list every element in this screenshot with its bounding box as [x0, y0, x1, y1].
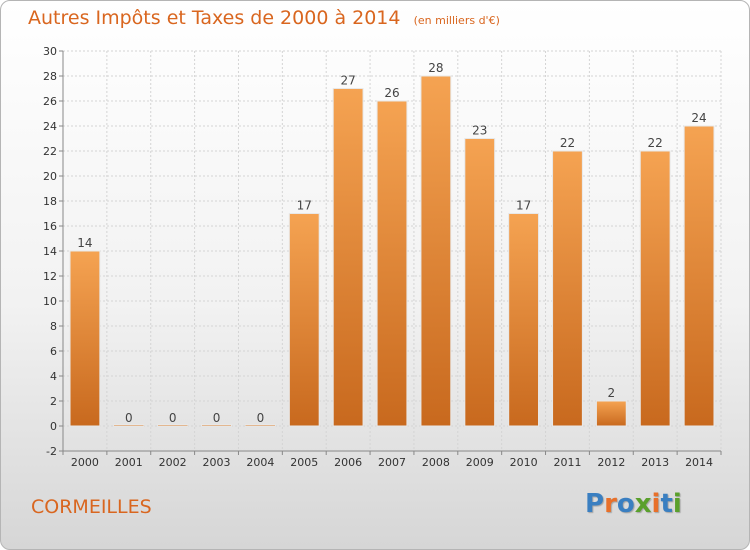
y-tick-label: 12 [43, 270, 57, 283]
x-tick-label: 2007 [378, 456, 406, 469]
bar-2004 [244, 424, 276, 427]
value-label-2001: 0 [125, 411, 133, 425]
y-tick-label: 30 [43, 45, 57, 58]
x-tick-label: 2001 [115, 456, 143, 469]
y-tick-label: 8 [50, 320, 57, 333]
y-tick-label: 0 [50, 420, 57, 433]
bar-2006 [332, 88, 364, 427]
bar-2001 [113, 424, 145, 427]
bar-2013 [639, 150, 671, 427]
x-tick-label: 2006 [334, 456, 362, 469]
y-tick-label: 20 [43, 170, 57, 183]
x-tick-label: 2013 [641, 456, 669, 469]
logo-letter: P [585, 489, 605, 519]
value-label-2006: 27 [340, 74, 355, 88]
logo-letter: i [672, 489, 682, 519]
bar-2014 [683, 125, 715, 427]
value-label-2000: 14 [77, 236, 92, 250]
x-tick-label: 2002 [159, 456, 187, 469]
proxiti-logo: Proxiti [585, 489, 682, 519]
x-tick-label: 2012 [597, 456, 625, 469]
bar-2009 [464, 138, 496, 427]
x-tick-labels: 2000 2001 2002 2003 2004 2005 2006 2007 2008 2009… [71, 456, 713, 469]
bar-2011 [552, 150, 583, 427]
bar-2005 [288, 213, 320, 427]
axes [59, 50, 722, 455]
value-label-2007: 26 [384, 86, 399, 100]
y-tick-label: 14 [43, 245, 57, 258]
bar-2002 [157, 424, 189, 427]
y-tick-label: 4 [50, 370, 57, 383]
y-tick-label: 16 [43, 220, 57, 233]
logo-letter: r [604, 489, 617, 519]
y-tick-label: 6 [50, 345, 57, 358]
x-tick-label: 2004 [246, 456, 274, 469]
bar-2000 [69, 250, 101, 427]
value-label-2003: 0 [213, 411, 221, 425]
y-tick-label: 2 [50, 395, 57, 408]
value-label-2012: 2 [608, 386, 616, 400]
x-tick-label: 2000 [71, 456, 99, 469]
bars [69, 75, 715, 427]
bar-2008 [420, 75, 452, 427]
chart-subtitle: (en milliers d'€) [413, 14, 500, 27]
x-tick-label: 2008 [422, 456, 450, 469]
title-row: Autres Impôts et Taxes de 2000 à 2014 (e… [28, 7, 500, 29]
logo-letter: i [651, 489, 661, 519]
value-label-2002: 0 [169, 411, 177, 425]
value-label-2009: 23 [472, 124, 487, 138]
value-label-2011: 22 [560, 136, 575, 150]
bar-2010 [508, 213, 540, 427]
value-label-2004: 0 [257, 411, 265, 425]
x-tick-label: 2011 [553, 456, 581, 469]
x-tick-label: 2003 [203, 456, 231, 469]
value-label-2014: 24 [691, 111, 706, 125]
value-label-2013: 22 [648, 136, 663, 150]
y-tick-label: 24 [43, 120, 57, 133]
logo-letter: t [660, 489, 673, 519]
value-label-2005: 17 [297, 199, 312, 213]
bar-2003 [201, 424, 232, 427]
x-tick-label: 2005 [290, 456, 318, 469]
x-tick-label: 2010 [510, 456, 538, 469]
bar-2012 [595, 400, 627, 427]
value-label-2010: 17 [516, 199, 531, 213]
y-tick-label: 22 [43, 145, 57, 158]
chart-title: Autres Impôts et Taxes de 2000 à 2014 [28, 7, 401, 29]
y-tick-label: 28 [43, 70, 57, 83]
y-tick-label: -2 [46, 445, 57, 458]
logo-letter: x [634, 489, 652, 519]
y-tick-label: 26 [43, 95, 57, 108]
logo-letter: o [616, 489, 635, 519]
value-label-2008: 28 [428, 61, 443, 75]
y-tick-label: 10 [43, 295, 57, 308]
y-tick-label: 18 [43, 195, 57, 208]
x-tick-label: 2014 [685, 456, 713, 469]
commune-name: CORMEILLES [31, 496, 152, 518]
x-tick-label: 2009 [466, 456, 494, 469]
bar-2007 [376, 100, 408, 427]
